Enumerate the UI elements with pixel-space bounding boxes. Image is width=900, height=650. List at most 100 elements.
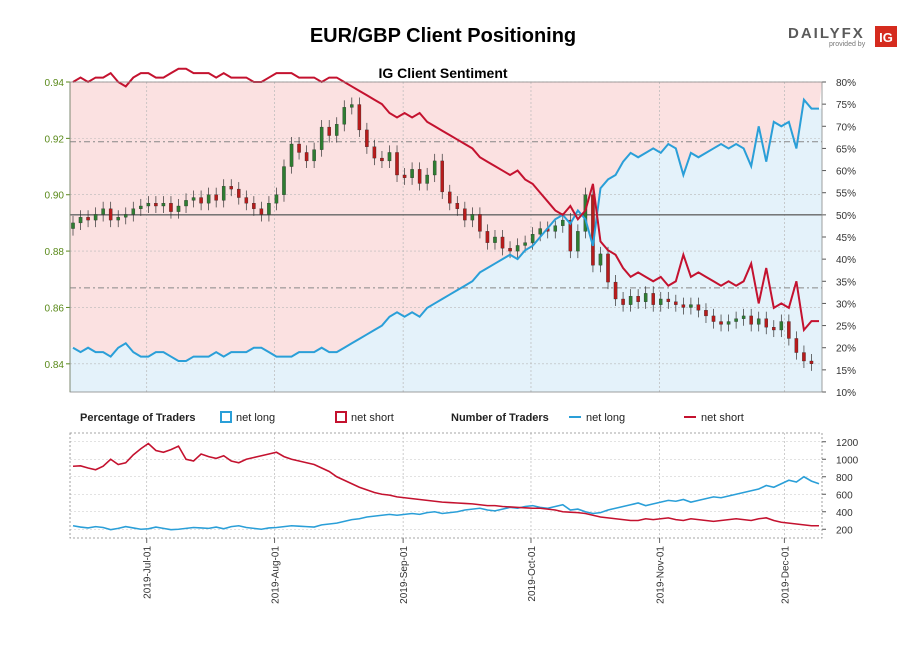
pct-tick-label: 80% <box>836 78 856 89</box>
date-tick-label: 2019-Dec-01 <box>780 546 791 604</box>
sentiment-panel: 0.84 0.86 0.88 0.90 0.92 0.94 10% 15% 20% 25% 30%… <box>45 67 856 399</box>
count-tick-label: 600 <box>836 490 853 501</box>
pct-tick-label: 45% <box>836 233 856 244</box>
price-tick-label: 0.86 <box>45 303 65 314</box>
pct-tick-label: 10% <box>836 388 856 399</box>
candle-body <box>334 124 339 136</box>
date-tick-label: 2019-Jul-01 <box>143 546 154 599</box>
net-short-area <box>70 82 822 361</box>
candle-body <box>86 217 90 221</box>
candle-body <box>297 143 301 153</box>
price-tick-label: 0.84 <box>45 360 65 371</box>
candle-body <box>229 186 233 190</box>
count-tick-label: 200 <box>836 525 853 536</box>
candle-body <box>410 169 414 178</box>
net-long-percentage-line <box>72 97 819 362</box>
candle-body <box>621 298 625 305</box>
candle-body <box>576 231 580 252</box>
pct-tick-label: 20% <box>836 344 856 355</box>
candle-body <box>440 160 444 193</box>
pct-tick-label: 30% <box>836 299 856 310</box>
price-tick-label: 0.90 <box>45 191 65 202</box>
candle-body <box>772 327 776 331</box>
net-long-area <box>70 99 822 392</box>
candle-body <box>304 152 309 162</box>
candle-body <box>365 129 369 147</box>
legend-pct-long-label: net long <box>236 412 275 424</box>
top-panel-frame <box>69 81 823 393</box>
candle-body <box>184 200 188 207</box>
price-tick-label: 0.92 <box>45 134 65 145</box>
candle-body <box>802 352 806 362</box>
candle-body <box>312 149 316 162</box>
candle-body <box>199 197 203 204</box>
net-long-count-line <box>72 475 820 531</box>
top-grid <box>70 81 822 392</box>
net-short-percentage-line <box>72 67 819 333</box>
pct-tick-label: 55% <box>836 189 856 200</box>
candle-body <box>756 318 761 325</box>
candle-body <box>350 104 354 108</box>
candle-body <box>206 194 211 204</box>
candle-body <box>726 321 731 325</box>
candle-body <box>432 160 437 176</box>
pct-tick-label: 75% <box>836 100 856 111</box>
candle-body <box>237 188 241 198</box>
candle-body <box>613 281 618 300</box>
price-axis: 0.84 0.86 0.88 0.90 0.92 0.94 <box>45 78 71 392</box>
candle-body <box>139 205 143 209</box>
candle-body <box>176 205 181 212</box>
legend-percentage-title: Percentage of Traders <box>80 412 196 424</box>
date-tick-label: 2019-Nov-01 <box>656 546 667 604</box>
bottom-grid <box>70 433 822 538</box>
candle-body <box>448 191 452 204</box>
candle-body <box>116 217 120 221</box>
candle-body <box>809 360 814 364</box>
candle-body <box>221 186 226 201</box>
candle-body <box>711 315 716 322</box>
candle-body <box>493 236 497 243</box>
candle-body <box>704 310 708 317</box>
candle-body <box>674 301 678 305</box>
candle-body <box>598 253 603 266</box>
candle-body <box>568 219 573 252</box>
legend-pct-short-swatch <box>335 411 347 423</box>
candle-body <box>357 104 362 131</box>
candle-body <box>651 293 655 305</box>
candle-body <box>636 296 640 302</box>
candle-body <box>123 214 128 218</box>
candle-body <box>787 321 791 339</box>
logo-wordmark: DAILYFX <box>788 25 865 42</box>
legend-pct-short-label: net short <box>351 412 394 424</box>
candle-body <box>764 318 769 328</box>
candle-body <box>395 152 399 176</box>
price-tick-label: 0.88 <box>45 247 65 258</box>
pct-tick-label: 70% <box>836 122 856 133</box>
logo-provided-by: provided by <box>829 41 866 48</box>
count-tick-label: 1200 <box>836 438 859 449</box>
candle-body <box>794 338 799 353</box>
candle-body <box>719 321 723 325</box>
pct-tick-label: 25% <box>836 322 856 333</box>
candle-body <box>500 236 505 249</box>
price-candles <box>71 97 814 371</box>
candle-body <box>372 146 377 159</box>
date-tick-label: 2019-Sep-01 <box>399 546 410 604</box>
count-axis: 200 400 600 800 1000 1200 <box>822 438 859 536</box>
legend-num-short-label: net short <box>701 412 744 424</box>
ig-badge-text: IG <box>879 30 893 45</box>
candle-body <box>515 245 520 252</box>
candle-body <box>131 208 136 215</box>
count-tick-label: 400 <box>836 508 853 519</box>
date-tick-label: 2019-Oct-01 <box>527 546 538 602</box>
candle-body <box>282 166 286 195</box>
candle-body <box>455 203 460 209</box>
candle-body <box>274 194 279 204</box>
candle-body <box>289 143 294 167</box>
candle-body <box>553 225 558 232</box>
candle-body <box>561 219 565 226</box>
candle-body <box>779 321 784 331</box>
candle-body <box>252 203 256 209</box>
candle-body <box>259 208 264 215</box>
